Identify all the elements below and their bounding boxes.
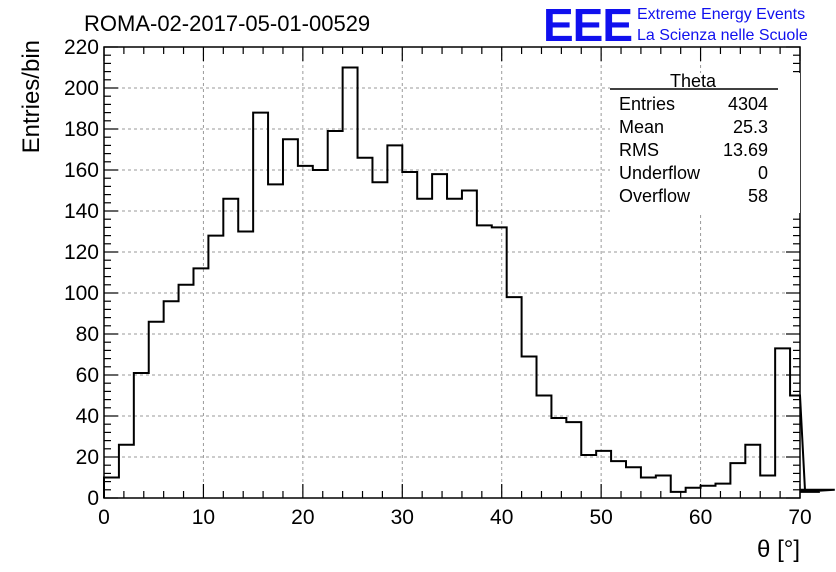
stats-box-background: [610, 73, 800, 213]
logo-mark: EEE: [543, 0, 632, 51]
axis-ticks: [103, 46, 801, 499]
x-tick-labels: 0 10 20 30 40 50 60 70: [98, 506, 812, 529]
y-axis-label: Entries/bin: [18, 40, 45, 153]
stats-box-title: Theta: [670, 71, 717, 91]
stats-box: Theta Entries 4304 Mean 25.3 RMS 13.69 Underfl…: [610, 71, 800, 213]
stats-row-value: 58: [748, 186, 768, 206]
stats-row-value: 4304: [728, 94, 768, 114]
x-tick-label: 30: [391, 506, 414, 529]
x-tick-label: 40: [490, 506, 513, 529]
x-tick-label: 0: [98, 506, 110, 529]
stats-row-label: Entries: [619, 94, 675, 114]
y-tick-label: 220: [64, 36, 99, 59]
x-tick-label: 70: [788, 506, 811, 529]
y-tick-label: 20: [76, 446, 99, 469]
x-tick-label: 60: [689, 506, 712, 529]
histogram-outline: [103, 66, 835, 498]
x-tick-label: 10: [192, 506, 215, 529]
eee-logo: EEE Extreme Energy Events La Scienza nel…: [543, 0, 808, 51]
y-tick-label: 160: [64, 159, 99, 182]
stats-row-label: Overflow: [619, 186, 691, 206]
y-tick-label: 180: [64, 118, 99, 141]
stats-row-label: Underflow: [619, 163, 701, 183]
y-tick-label: 60: [76, 364, 99, 387]
stats-row-label: RMS: [619, 140, 659, 160]
y-tick-label: 200: [64, 77, 99, 100]
y-tick-label: 140: [64, 200, 99, 223]
x-tick-label: 50: [589, 506, 612, 529]
y-tick-label: 120: [64, 241, 99, 264]
stats-row-value: 0: [758, 163, 768, 183]
stats-row-value: 13.69: [723, 140, 768, 160]
stats-row-label: Mean: [619, 117, 664, 137]
y-tick-label: 80: [76, 323, 99, 346]
y-tick-labels: 0 20 40 60 80 100 120 140 160 180 200 220: [64, 36, 99, 510]
x-tick-label: 20: [291, 506, 314, 529]
y-tick-label: 100: [64, 282, 99, 305]
chart-title: ROMA-02-2017-05-01-00529: [84, 11, 370, 36]
stats-rows: Entries 4304 Mean 25.3 RMS 13.69 Underflow 0 Ove…: [619, 94, 768, 206]
plot-frame: [103, 46, 801, 499]
grid: [104, 47, 800, 498]
logo-line-1: Extreme Energy Events: [637, 6, 805, 23]
y-tick-label: 0: [87, 487, 99, 510]
x-axis-label: θ [°]: [757, 536, 800, 563]
y-tick-label: 40: [76, 405, 99, 428]
stats-row-value: 25.3: [733, 117, 768, 137]
logo-line-2: La Scienza nelle Scuole: [637, 27, 808, 44]
